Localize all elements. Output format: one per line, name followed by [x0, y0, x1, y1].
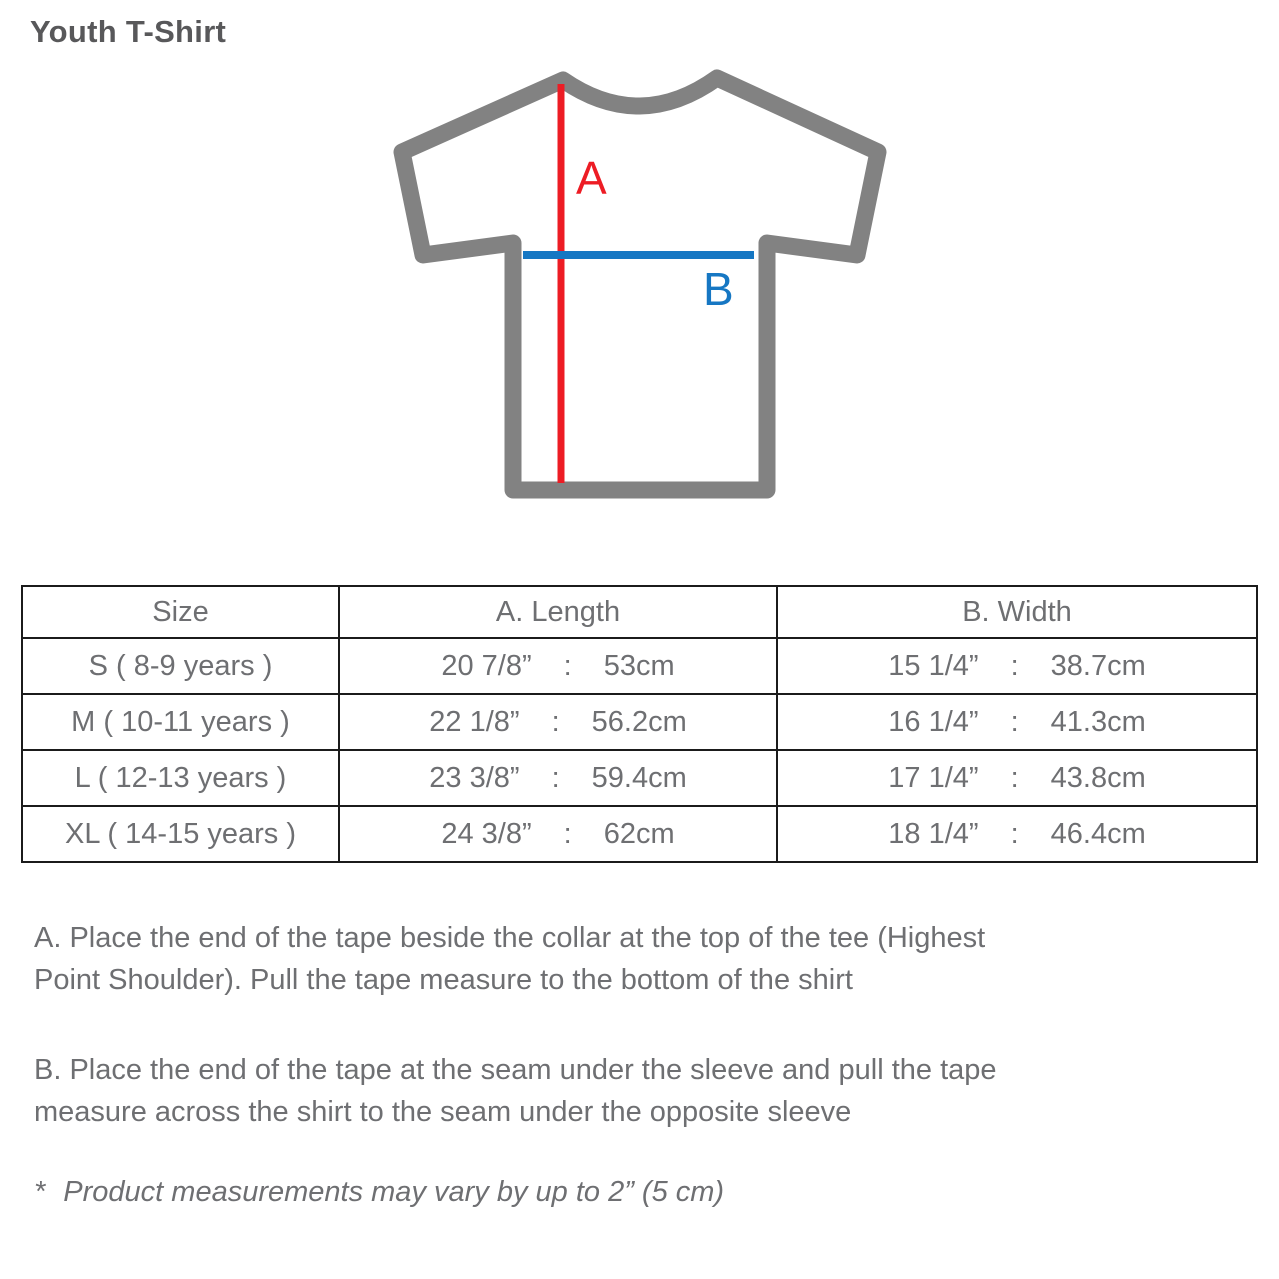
instruction-b: B. Place the end of the tape at the seam…	[34, 1049, 1249, 1133]
length-label-a: A	[576, 152, 607, 204]
separator-colon: :	[551, 705, 560, 738]
instruction-a-line1: A. Place the end of the tape beside the …	[34, 922, 986, 954]
width-inches: 17 1/4”	[888, 761, 979, 794]
size-chart-table: Size A. Length B. Width S ( 8-9 years ) …	[21, 585, 1258, 863]
separator-colon: :	[563, 649, 572, 682]
instruction-b-line2: measure across the shirt to the seam und…	[34, 1096, 852, 1128]
footnote: * Product measurements may vary by up to…	[34, 1176, 1249, 1209]
length-cm: 56.2cm	[591, 705, 687, 738]
column-header-size: Size	[21, 585, 340, 639]
table-header-row: Size A. Length B. Width	[21, 585, 1258, 639]
length-cm: 62cm	[603, 817, 675, 850]
length-inches: 22 1/8”	[429, 705, 520, 738]
separator-colon: :	[1010, 705, 1019, 738]
width-cm: 38.7cm	[1050, 649, 1146, 682]
instruction-a-line2: Point Shoulder). Pull the tape measure t…	[34, 964, 853, 996]
column-header-width: B. Width	[776, 585, 1258, 639]
length-inches: 24 3/8”	[441, 817, 532, 850]
width-cm: 43.8cm	[1050, 761, 1146, 794]
tshirt-diagram-svg: A B	[393, 69, 886, 499]
table-row: S ( 8-9 years ) 20 7/8” : 53cm 15 1/4” :…	[21, 637, 1258, 695]
width-cm: 41.3cm	[1050, 705, 1146, 738]
instruction-a: A. Place the end of the tape beside the …	[34, 917, 1249, 1001]
size-cell: L ( 12-13 years )	[21, 749, 340, 807]
separator-colon: :	[1010, 649, 1019, 682]
length-cell: 24 3/8” : 62cm	[338, 805, 778, 863]
width-cell: 17 1/4” : 43.8cm	[776, 749, 1258, 807]
width-cm: 46.4cm	[1050, 817, 1146, 850]
column-header-length: A. Length	[338, 585, 778, 639]
width-cell: 18 1/4” : 46.4cm	[776, 805, 1258, 863]
page-title: Youth T-Shirt	[30, 14, 227, 49]
table-row: M ( 10-11 years ) 22 1/8” : 56.2cm 16 1/…	[21, 693, 1258, 751]
width-cell: 15 1/4” : 38.7cm	[776, 637, 1258, 695]
measurement-instructions: A. Place the end of the tape beside the …	[34, 917, 1249, 1133]
length-cell: 22 1/8” : 56.2cm	[338, 693, 778, 751]
size-cell: XL ( 14-15 years )	[21, 805, 340, 863]
size-cell: M ( 10-11 years )	[21, 693, 340, 751]
separator-colon: :	[563, 817, 572, 850]
table-row: XL ( 14-15 years ) 24 3/8” : 62cm 18 1/4…	[21, 805, 1258, 863]
length-cm: 53cm	[603, 649, 675, 682]
length-cm: 59.4cm	[591, 761, 687, 794]
tshirt-measurement-diagram: A B	[390, 55, 890, 515]
instruction-b-line1: B. Place the end of the tape at the seam…	[34, 1054, 997, 1086]
width-cell: 16 1/4” : 41.3cm	[776, 693, 1258, 751]
length-inches: 23 3/8”	[429, 761, 520, 794]
separator-colon: :	[1010, 761, 1019, 794]
length-cell: 23 3/8” : 59.4cm	[338, 749, 778, 807]
width-inches: 16 1/4”	[888, 705, 979, 738]
width-inches: 18 1/4”	[888, 817, 979, 850]
length-cell: 20 7/8” : 53cm	[338, 637, 778, 695]
footnote-marker: *	[34, 1176, 46, 1208]
width-inches: 15 1/4”	[888, 649, 979, 682]
width-label-b: B	[703, 263, 734, 315]
footnote-text: Product measurements may vary by up to 2…	[63, 1176, 725, 1208]
table-row: L ( 12-13 years ) 23 3/8” : 59.4cm 17 1/…	[21, 749, 1258, 807]
size-cell: S ( 8-9 years )	[21, 637, 340, 695]
length-inches: 20 7/8”	[441, 649, 532, 682]
separator-colon: :	[551, 761, 560, 794]
tshirt-outline	[393, 69, 886, 499]
separator-colon: :	[1010, 817, 1019, 850]
